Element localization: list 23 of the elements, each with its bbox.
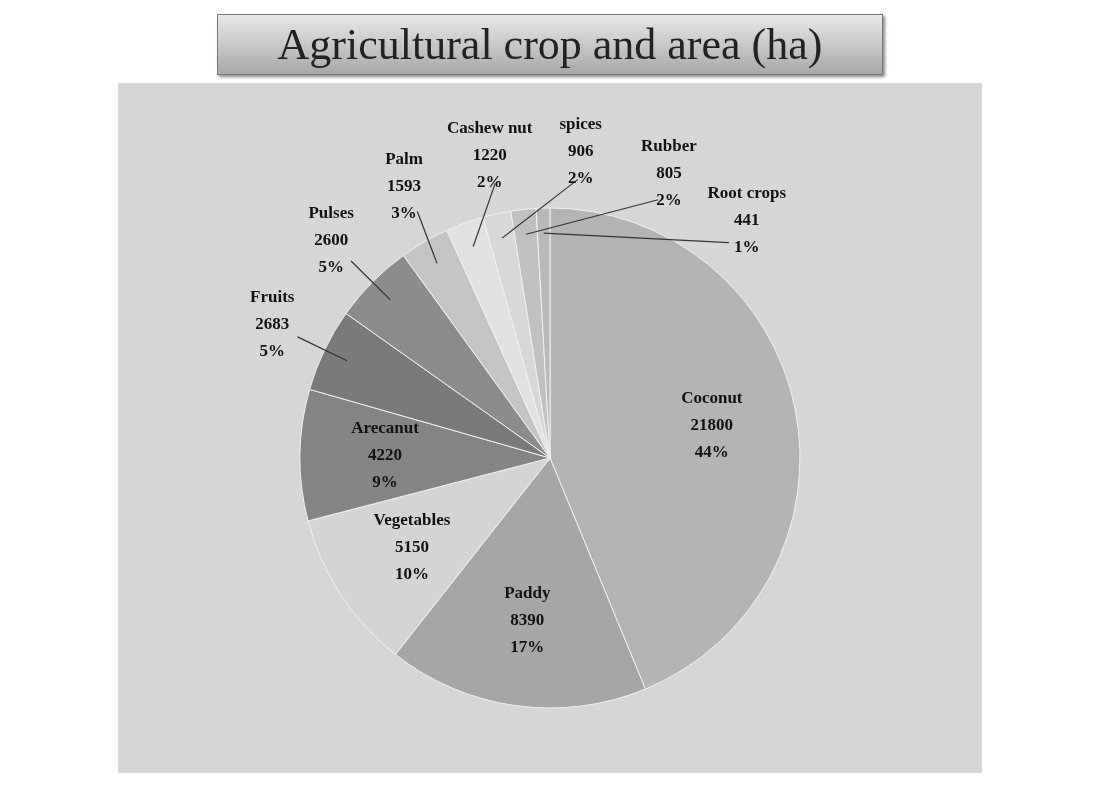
slice-label: Paddy <box>504 583 552 603</box>
data-label: 805 2% <box>656 162 682 209</box>
slice-label: Fruits <box>250 286 295 306</box>
data-label: 906 2% <box>567 140 594 187</box>
slice-label: Cashew nut <box>446 117 533 137</box>
data-label: 8390 17% <box>510 610 545 657</box>
data-label: 441 1% <box>734 209 760 256</box>
slice-label: Coconut <box>681 387 743 407</box>
data-label: 5150 10% <box>394 537 429 584</box>
data-label: 21800 44% <box>690 414 734 461</box>
slice-label: Root crops <box>707 182 787 202</box>
chart-title: Agricultural crop and area (ha) <box>216 14 884 75</box>
slice-label: spices <box>559 113 603 133</box>
slice-label: Arecanut <box>351 417 420 437</box>
slice-label: Rubber <box>641 135 698 155</box>
data-label: 1593 3% <box>387 175 422 222</box>
slice-label: Vegetables <box>373 510 451 530</box>
data-label: 2600 5% <box>314 230 349 277</box>
slice-label: Palm <box>385 148 423 168</box>
data-label: 2683 5% <box>255 313 290 360</box>
data-label: 1220 2% <box>472 144 507 191</box>
data-label: 4220 9% <box>368 444 403 491</box>
slice-label: Pulses <box>308 203 355 223</box>
